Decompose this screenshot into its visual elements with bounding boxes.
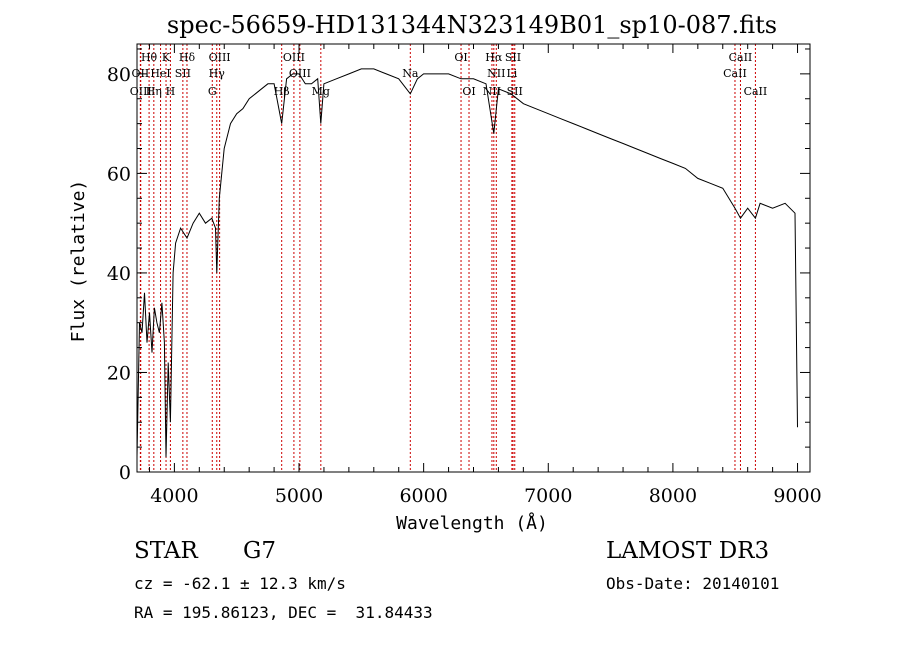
y-tick-label-1: 20 bbox=[107, 362, 131, 384]
line-label-21: NII bbox=[487, 67, 505, 80]
line-label-14: Hβ bbox=[274, 85, 290, 98]
line-label-16: Na bbox=[402, 67, 419, 80]
line-label-8: SII bbox=[175, 67, 191, 80]
coordinates: RA = 195.86123, DEC = 31.84433 bbox=[134, 603, 433, 622]
line-label-1: OII bbox=[132, 67, 150, 80]
line-label-10: Hγ bbox=[209, 67, 226, 80]
line-label-7: Hδ bbox=[179, 51, 196, 64]
x-axis-label: Wavelength (Å) bbox=[396, 512, 548, 534]
line-label-0: Hθ bbox=[141, 51, 158, 64]
y-tick-label-0: 0 bbox=[119, 462, 131, 484]
y-tick-labels: 0 20 40 60 80 bbox=[107, 64, 131, 484]
chart-title: spec-56659-HD131344N323149B01_sp10-087.f… bbox=[167, 11, 777, 39]
survey-name: LAMOST DR3 bbox=[606, 538, 770, 564]
line-label-9: OIII bbox=[209, 51, 231, 64]
plot-frame bbox=[136, 43, 811, 473]
line-label-27: CaII bbox=[744, 85, 768, 98]
line-label-26: CaII bbox=[723, 67, 747, 80]
line-label-12: OIII bbox=[283, 51, 305, 64]
line-label-18: OI bbox=[462, 85, 475, 98]
line-label-23: NII bbox=[483, 85, 501, 98]
line-label-22: Li bbox=[506, 67, 517, 80]
y-tick-label-2: 40 bbox=[107, 263, 131, 285]
x-tick-label-1: 5000 bbox=[275, 485, 323, 507]
axis-ticks bbox=[137, 44, 810, 473]
line-label-20: SII bbox=[505, 51, 521, 64]
line-label-13: OIII bbox=[289, 67, 311, 80]
x-tick-label-5: 9000 bbox=[773, 485, 821, 507]
y-axis-label: Flux (relative) bbox=[68, 180, 89, 343]
spectrum-line bbox=[136, 68, 798, 458]
line-label-15: Mg bbox=[312, 85, 330, 98]
line-label-17: OI bbox=[454, 51, 467, 64]
line-labels: Hθ OII OIII HeI Hη K H Hδ SII OIII Hγ G OIII OIII Hβ Mg… bbox=[130, 51, 768, 98]
y-tick-label-4: 80 bbox=[107, 64, 131, 86]
line-label-19: Hα bbox=[485, 51, 503, 64]
x-tick-labels: 4000 5000 6000 7000 8000 9000 bbox=[150, 485, 822, 507]
subclass: G7 bbox=[243, 538, 277, 564]
line-label-5: K bbox=[162, 51, 171, 64]
object-class: STAR bbox=[134, 538, 198, 564]
observation-date: Obs-Date: 20140101 bbox=[606, 574, 780, 593]
x-tick-label-0: 4000 bbox=[150, 485, 198, 507]
line-label-4: Hη bbox=[146, 85, 162, 98]
redshift-cz: cz = -62.1 ± 12.3 km/s bbox=[134, 574, 346, 593]
x-tick-label-2: 6000 bbox=[399, 485, 447, 507]
line-label-3: HeI bbox=[150, 67, 170, 80]
line-label-2: OIII bbox=[130, 85, 152, 98]
line-label-6: H bbox=[166, 85, 176, 98]
x-tick-label-4: 8000 bbox=[649, 485, 697, 507]
y-tick-label-3: 60 bbox=[107, 163, 131, 185]
x-tick-label-3: 7000 bbox=[524, 485, 572, 507]
line-label-11: G bbox=[208, 85, 217, 98]
line-label-24: SII bbox=[507, 85, 523, 98]
line-label-25: CaII bbox=[729, 51, 753, 64]
line-markers bbox=[139, 44, 756, 472]
